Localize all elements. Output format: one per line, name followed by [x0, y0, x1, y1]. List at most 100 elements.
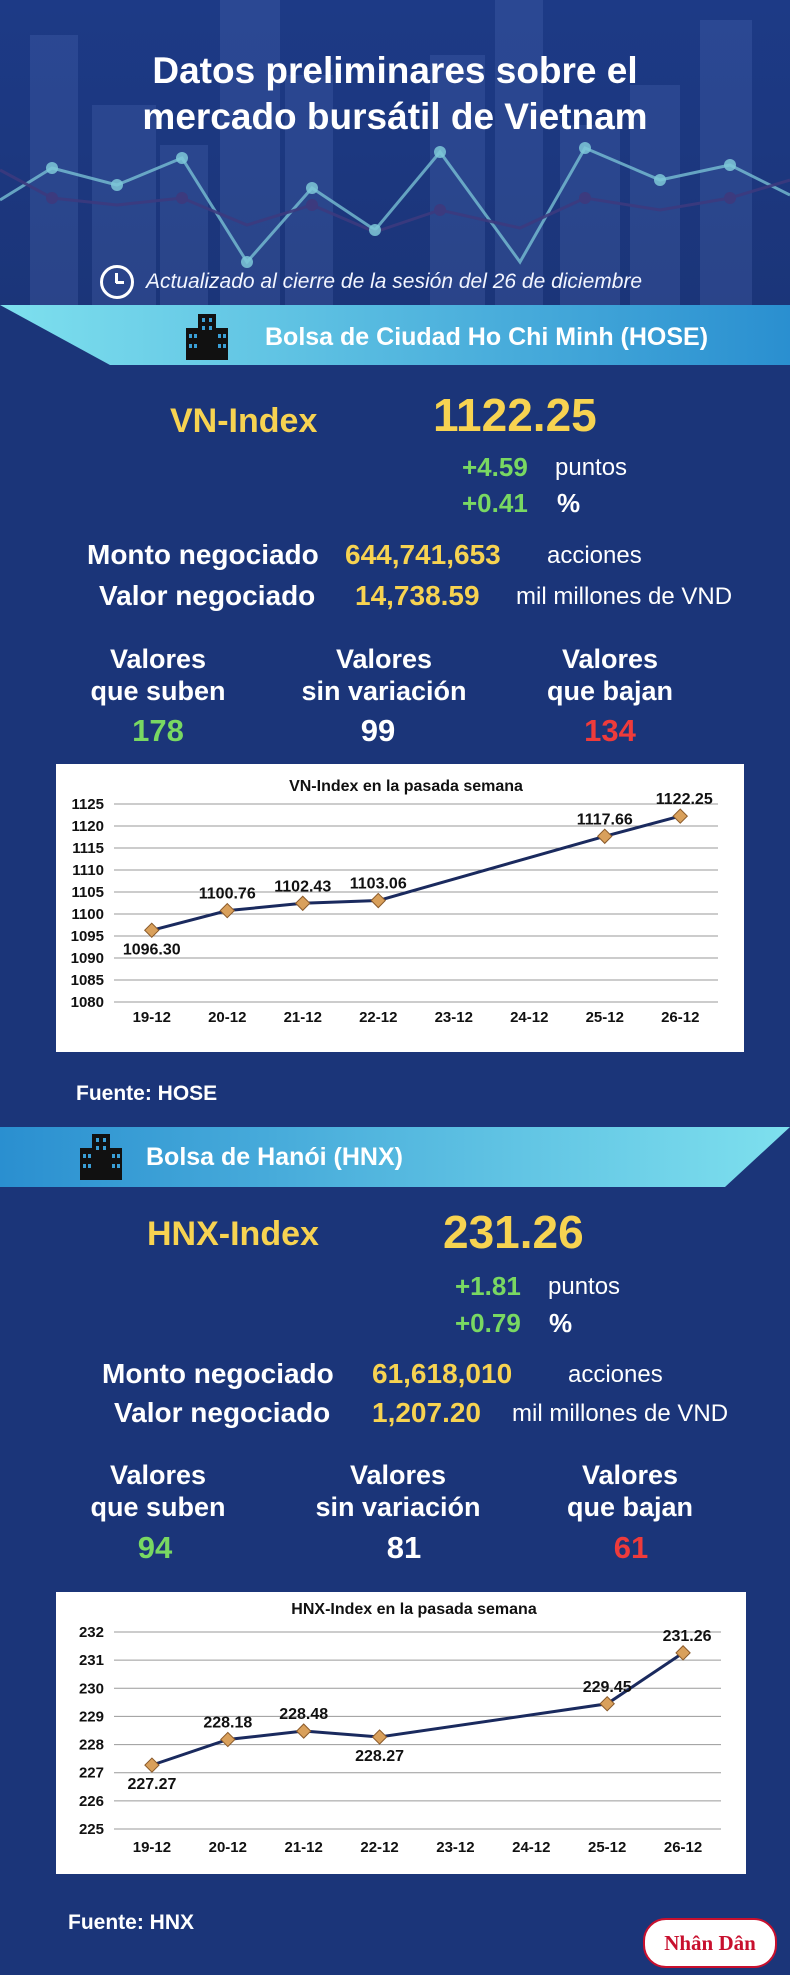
data-label: 1102.43	[274, 878, 331, 895]
hnx-band	[0, 1127, 790, 1187]
y-tick-label: 1120	[71, 818, 104, 835]
hose-flat-count: 99	[360, 713, 396, 748]
y-tick-label: 227	[79, 1765, 104, 1782]
decor-column	[220, 0, 280, 305]
hnx-volume-unit: acciones	[568, 1361, 663, 1388]
data-label: 1103.06	[350, 876, 407, 893]
hnx-flat-label-1: Valores	[349, 1460, 447, 1490]
points-unit: puntos	[555, 454, 628, 481]
data-point	[596, 828, 613, 845]
hose-value-unit: mil millones de VND	[516, 583, 733, 610]
hose-volume-label: Monto negociado	[87, 539, 319, 570]
logo-text: Nhân Dân	[664, 1931, 756, 1955]
hose-down-count: 134	[584, 713, 636, 748]
x-tick-label: 25-12	[588, 1839, 626, 1856]
hnx-value-label: Valor negociado	[114, 1397, 331, 1428]
header-banner	[0, 0, 790, 305]
decor-column	[430, 55, 485, 305]
chart-title: HNX-Index en la pasada semana	[291, 1601, 537, 1618]
data-point	[370, 892, 387, 909]
title-line-2: mercado bursátil de Vietnam	[142, 96, 648, 137]
data-point	[371, 1729, 388, 1745]
hose-up-count: 178	[132, 713, 184, 748]
y-tick-label: 1100	[71, 906, 104, 923]
decor-lines	[0, 142, 790, 268]
decor-column	[495, 0, 543, 305]
hose-up-label: Valores que suben	[48, 643, 268, 707]
hose-value-value: 14,738.59	[355, 580, 480, 611]
building-icon	[186, 314, 228, 360]
hnx-flat-label-2: sin variación	[315, 1492, 481, 1522]
data-label: 1117.66	[577, 811, 633, 828]
x-tick-label: 25-12	[586, 1009, 624, 1026]
data-point	[143, 922, 160, 939]
y-tick-label: 228	[79, 1737, 104, 1754]
data-label: 228.18	[203, 1715, 252, 1732]
page-title: Datos preliminares sobre el mercado burs…	[0, 48, 790, 140]
hose-flat-label: Valores sin variación	[274, 643, 494, 707]
data-label: 1096.30	[123, 941, 181, 958]
x-tick-label: 24-12	[512, 1839, 550, 1856]
clock-icon	[100, 265, 134, 299]
y-tick-label: 1115	[72, 840, 104, 857]
x-tick-label: 26-12	[661, 1009, 699, 1026]
x-tick-label: 23-12	[436, 1839, 474, 1856]
percent-unit: %	[557, 488, 581, 518]
data-label: 1122.25	[656, 791, 713, 808]
data-point	[675, 1645, 691, 1661]
update-text: Actualizado al cierre de la sesión del 2…	[146, 270, 643, 293]
data-point	[599, 1695, 615, 1712]
vn-index-name: VN-Index	[170, 402, 318, 440]
x-tick-label: 24-12	[510, 1009, 548, 1026]
x-tick-label: 21-12	[284, 1009, 322, 1026]
hnx-index-chart: HNX-Index en la pasada semana 225 226 227 2…	[79, 1601, 721, 1856]
data-label: 231.26	[663, 1628, 712, 1645]
hose-value-label: Valor negociado	[99, 580, 316, 611]
hnx-down-count: 61	[613, 1530, 649, 1565]
percent-unit: %	[549, 1308, 573, 1338]
vn-index-value: 1122.25	[433, 389, 597, 441]
y-tick-label: 232	[79, 1624, 104, 1641]
series-line	[151, 814, 681, 932]
hnx-source: Fuente: HNX	[68, 1911, 194, 1934]
x-tick-label: 20-12	[209, 1839, 247, 1856]
decor-column	[160, 145, 208, 305]
x-tick-label: 19-12	[133, 1839, 171, 1856]
points-unit: puntos	[548, 1273, 621, 1300]
hose-exchange-name: Bolsa de Ciudad Ho Chi Minh (HOSE)	[265, 323, 709, 351]
building-icon	[80, 1134, 122, 1180]
data-point	[219, 902, 236, 919]
hnx-index-change-points: +1.81	[455, 1271, 521, 1301]
data-point	[294, 895, 311, 912]
hnx-value-value: 1,207.20	[372, 1397, 481, 1428]
data-point	[295, 1723, 312, 1739]
nhan-dan-logo: Nhân Dân	[643, 1918, 777, 1968]
hose-down-label: Valores que bajan	[500, 643, 720, 707]
hnx-up-label-2: que suben	[90, 1492, 226, 1522]
hnx-up-label-1: Valores	[109, 1460, 207, 1490]
y-tick-label: 1090	[71, 950, 104, 967]
x-tick-label: 26-12	[664, 1839, 702, 1856]
y-tick-label: 225	[79, 1821, 104, 1838]
hnx-flat-label: Valores sin variación	[288, 1459, 508, 1523]
data-label: 227.27	[127, 1776, 176, 1793]
hnx-exchange-name: Bolsa de Hanói (HNX)	[146, 1143, 403, 1171]
hose-volume-unit: acciones	[547, 542, 642, 569]
vn-index-chart-panel: VN-Index en la pasada semana 1080 1085 109…	[56, 764, 744, 1052]
data-label: 228.48	[279, 1706, 328, 1723]
x-tick-label: 19-12	[133, 1009, 171, 1026]
hnx-down-label-2: que bajan	[566, 1492, 694, 1522]
y-tick-label: 1105	[71, 884, 104, 901]
x-tick-label: 21-12	[285, 1839, 323, 1856]
hnx-up-label: Valores que suben	[48, 1459, 268, 1523]
hnx-index-name: HNX-Index	[147, 1215, 319, 1253]
x-tick-label: 23-12	[435, 1009, 473, 1026]
hnx-flat-count: 81	[386, 1530, 422, 1565]
y-tick-label: 229	[79, 1708, 104, 1725]
y-tick-label: 230	[79, 1680, 104, 1697]
data-label: 228.27	[355, 1748, 404, 1765]
series-line	[151, 1651, 684, 1767]
data-point	[144, 1757, 160, 1773]
hnx-value-unit: mil millones de VND	[512, 1400, 729, 1427]
hose-source: Fuente: HOSE	[76, 1082, 218, 1105]
